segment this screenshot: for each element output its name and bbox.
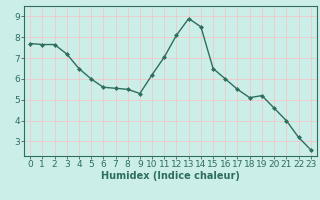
X-axis label: Humidex (Indice chaleur): Humidex (Indice chaleur) xyxy=(101,171,240,181)
